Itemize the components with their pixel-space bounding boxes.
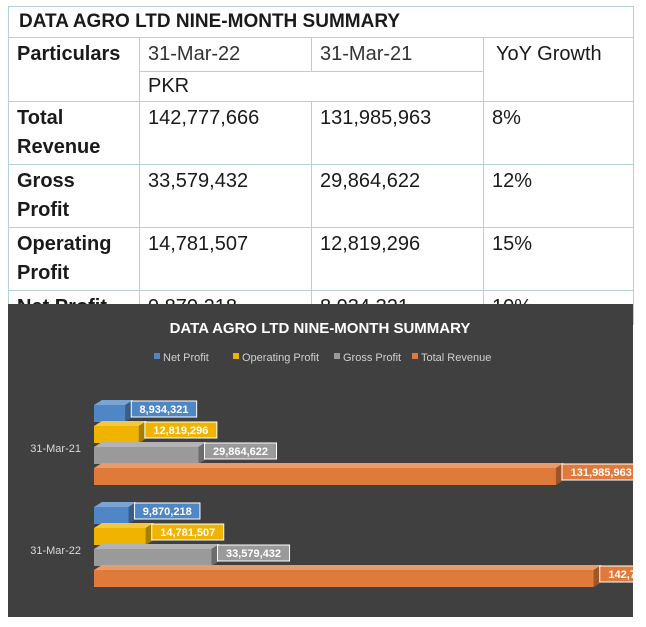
data-label-box — [599, 565, 633, 583]
data-label-box — [144, 421, 218, 439]
data-label-box — [134, 502, 201, 520]
chart-plot: 31-Mar-21 8,934,321 12,819,296 29,864,622 13… — [30, 400, 633, 587]
bar — [94, 523, 154, 545]
data-label: 8,934,321 — [140, 404, 189, 416]
row-yoy: 15% — [482, 227, 635, 291]
row-yoy: 8% — [482, 101, 635, 165]
bar — [94, 442, 207, 464]
data-label: 29,864,622 — [213, 446, 268, 458]
data-label: 33,579,432 — [226, 548, 281, 560]
legend-label: Gross Profit — [343, 352, 401, 364]
header-particulars: Particulars — [8, 37, 140, 102]
category-label: 31-Mar-22 — [30, 545, 81, 557]
data-label: 9,870,218 — [143, 506, 192, 518]
chart-title: DATA AGRO LTD NINE-MONTH SUMMARY — [170, 320, 471, 337]
bar — [94, 502, 137, 524]
row-value-21: 12,819,296 — [311, 227, 484, 291]
data-label: 131,985,963 — [571, 467, 632, 479]
data-label-box — [151, 523, 225, 541]
bar — [94, 544, 220, 566]
table-row: Total Revenue 142,777,666 131,985,963 8% — [8, 101, 635, 165]
data-label-box — [217, 544, 291, 562]
header-yoy: YoY Growth — [482, 37, 635, 102]
bar — [94, 463, 564, 485]
header-col1: 31-Mar-22 — [139, 37, 312, 72]
row-value-22: 142,777,666 — [139, 101, 312, 165]
unit-label: PKR — [148, 75, 190, 97]
row-value-21: 29,864,622 — [311, 164, 484, 228]
legend-swatch — [334, 353, 340, 359]
table-title: DATA AGRO LTD NINE-MONTH SUMMARY — [7, 6, 635, 38]
legend-label: Total Revenue — [421, 352, 491, 364]
category-label: 31-Mar-21 — [30, 443, 81, 455]
data-label-box — [130, 400, 198, 418]
data-label: 142,777,666 — [608, 569, 633, 581]
legend-swatch — [154, 353, 160, 359]
data-label-box — [561, 463, 633, 481]
data-label: 14,781,507 — [160, 527, 215, 539]
row-value-22: 33,579,432 — [139, 164, 312, 228]
legend-swatch — [233, 353, 239, 359]
data-label-box — [204, 442, 278, 460]
chart-panel: DATA AGRO LTD NINE-MONTH SUMMARY Net Pro… — [8, 304, 633, 617]
row-value-21: 131,985,963 — [311, 101, 484, 165]
data-label: 12,819,296 — [153, 425, 208, 437]
row-label: Operating Profit — [8, 227, 140, 291]
bar — [94, 421, 147, 443]
header-col2: 31-Mar-21 — [311, 37, 484, 72]
header-unit: PKR — [139, 71, 484, 102]
chart-legend: Net Profit Operating Profit Gross Profit To… — [154, 352, 491, 364]
legend-label: Net Profit — [163, 352, 209, 364]
legend-label: Operating Profit — [242, 352, 319, 364]
bar-chart: DATA AGRO LTD NINE-MONTH SUMMARY Net Pro… — [30, 320, 633, 587]
row-label: Total Revenue — [8, 101, 140, 165]
bar — [94, 400, 134, 422]
row-yoy: 12% — [482, 164, 635, 228]
table-row: Operating Profit 14,781,507 12,819,296 1… — [8, 227, 635, 291]
table-row: Gross Profit 33,579,432 29,864,622 12% — [8, 164, 635, 228]
summary-table: DATA AGRO LTD NINE-MONTH SUMMARY Particu… — [7, 6, 635, 325]
row-value-22: 14,781,507 — [139, 227, 312, 291]
row-label: Gross Profit — [8, 164, 140, 228]
bar — [94, 565, 602, 587]
legend-swatch — [412, 353, 418, 359]
